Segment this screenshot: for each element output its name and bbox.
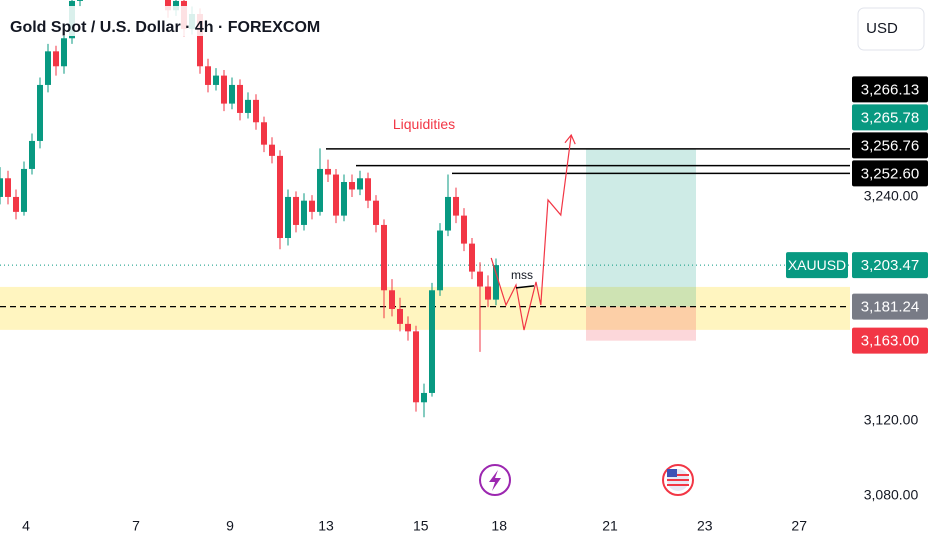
candle-body — [485, 286, 491, 300]
candle-body — [37, 84, 43, 141]
candle-body — [309, 200, 315, 212]
zone — [0, 286, 850, 330]
mss-line — [515, 285, 535, 289]
candle-body — [13, 196, 19, 212]
annotation: mss — [511, 268, 533, 282]
candle-body — [285, 196, 291, 239]
candle-body — [445, 196, 451, 231]
candle-body — [341, 182, 347, 216]
candle-body — [261, 122, 267, 145]
arrow-head — [564, 133, 576, 145]
y-tick-label: 3,240.00 — [864, 188, 919, 204]
price-label-box — [852, 76, 928, 103]
x-tick-label: 13 — [318, 518, 334, 534]
lightning — [489, 470, 501, 491]
candle-body — [325, 168, 331, 175]
candle-body — [317, 168, 323, 212]
flag-canton — [667, 469, 677, 477]
symbol-box — [786, 252, 848, 279]
candle-body — [229, 84, 235, 104]
price-label-box — [852, 132, 928, 159]
candle-body — [21, 168, 27, 212]
price-label: 3,266.13 — [861, 81, 919, 98]
candle-body — [413, 331, 419, 403]
candle-body — [429, 290, 435, 393]
projection — [490, 134, 572, 331]
candle-body — [461, 215, 467, 244]
candle-body — [405, 323, 411, 332]
candle-body — [437, 230, 443, 291]
y-tick-label: 3,080.00 — [864, 486, 919, 502]
x-tick-label: 7 — [132, 518, 140, 534]
candle-body — [365, 178, 371, 201]
candle-body — [301, 200, 307, 225]
candle-body — [269, 144, 275, 156]
price-label-box — [852, 293, 928, 320]
plot-area — [0, 0, 850, 418]
candle-body — [61, 38, 67, 67]
currency-button[interactable] — [857, 7, 925, 51]
x-tick-label: 27 — [791, 518, 807, 534]
price-label-box — [852, 327, 928, 354]
candle-body — [53, 51, 59, 67]
candle-body — [197, 14, 203, 67]
price-label-box — [852, 104, 928, 131]
candle-body — [349, 182, 355, 190]
candle-body — [0, 178, 3, 197]
candle-body — [469, 243, 475, 272]
price-label: 3,163.00 — [861, 333, 919, 350]
candle-body — [493, 265, 499, 300]
candle-body — [213, 75, 219, 85]
price-label: 3,265.78 — [861, 109, 919, 126]
chart-title: Gold Spot / U.S. Dollar · 4h · FOREXCOM — [10, 19, 320, 36]
title-bg — [0, 6, 300, 36]
annotation: Liquidities — [393, 116, 455, 132]
x-tick-label: 4 — [22, 518, 30, 534]
price-label-box — [852, 252, 928, 279]
price-label: 3,203.47 — [861, 257, 919, 274]
candle-body — [29, 140, 35, 169]
x-tick-label: 15 — [413, 518, 429, 534]
x-tick-label: 9 — [226, 518, 234, 534]
candle-body — [45, 51, 51, 85]
candle-body — [5, 178, 11, 197]
candle-body — [205, 66, 211, 85]
candle-body — [165, 0, 171, 11]
price-label: 3,252.60 — [861, 165, 919, 182]
candle-body — [373, 200, 379, 225]
candle-body — [293, 196, 299, 225]
candle-body — [77, 0, 83, 1]
price-label-box — [852, 160, 928, 187]
candle-body — [253, 99, 259, 123]
x-tick-label: 18 — [491, 518, 507, 534]
price-label: 3,256.76 — [861, 137, 919, 154]
candle-body — [397, 308, 403, 324]
candle-body — [221, 75, 227, 104]
candle-body — [453, 196, 459, 216]
candle-body — [237, 84, 243, 113]
x-tick-label: 21 — [602, 518, 618, 534]
price-label: 3,181.24 — [861, 299, 919, 316]
candle-body — [381, 224, 387, 291]
candle-body — [357, 178, 363, 190]
candle-body — [477, 271, 483, 287]
candle-body — [389, 290, 395, 309]
candle-body — [245, 99, 251, 113]
candle-body — [333, 174, 339, 216]
currency[interactable]: USD — [866, 20, 898, 37]
symbol-label: XAUUSD — [788, 257, 846, 273]
x-tick-label: 23 — [697, 518, 713, 534]
candle-body — [277, 155, 283, 239]
y-tick-label: 3,120.00 — [864, 412, 919, 428]
candle-body — [421, 392, 427, 403]
candle-body — [173, 0, 179, 11]
target-area — [586, 148, 696, 307]
stop-area — [586, 306, 696, 341]
